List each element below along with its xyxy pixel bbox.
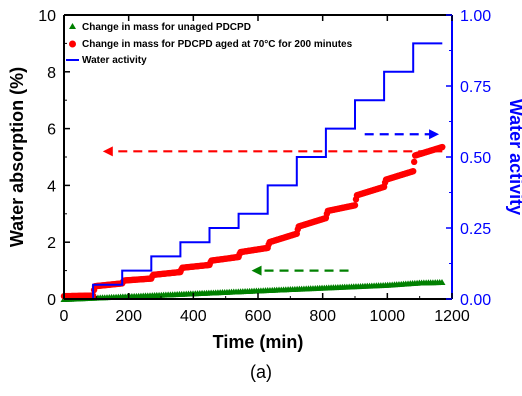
y2-tick-label: 1.00 bbox=[460, 8, 491, 25]
legend-circle-marker bbox=[69, 40, 76, 48]
x-axis-title: Time (min) bbox=[213, 332, 304, 352]
legend-entry-unaged: Change in mass for unaged PDCPD bbox=[69, 22, 251, 33]
arrow-head bbox=[429, 129, 440, 140]
legend-label-aged: Change in mass for PDCPD aged at 70°C fo… bbox=[82, 39, 353, 50]
water-activity-line bbox=[64, 42, 443, 300]
y2-tick-label: 0.25 bbox=[460, 221, 491, 238]
arrow-head bbox=[102, 146, 113, 157]
dashed-arrow-1 bbox=[251, 265, 349, 276]
legend-entry-aged: Change in mass for PDCPD aged at 70°C fo… bbox=[69, 39, 353, 50]
x-tick-label: 200 bbox=[115, 308, 142, 325]
dashed-arrow-2 bbox=[364, 129, 440, 140]
x-tick-label: 800 bbox=[309, 308, 336, 325]
aged-point bbox=[439, 143, 446, 151]
y-tick-label: 10 bbox=[38, 8, 56, 25]
y-tick-label: 6 bbox=[47, 122, 56, 139]
aged-point bbox=[410, 158, 418, 166]
series-aged bbox=[60, 143, 446, 300]
legend: Change in mass for unaged PDCPD Change i… bbox=[66, 22, 353, 66]
x-tick-label: 1200 bbox=[434, 308, 470, 325]
y2-tick-label: 0.00 bbox=[460, 292, 491, 309]
y2-tick-label: 0.75 bbox=[460, 79, 491, 96]
unaged-point bbox=[438, 278, 446, 285]
aged-point bbox=[410, 168, 417, 175]
legend-triangle-marker bbox=[69, 23, 76, 29]
dashed-arrow-0 bbox=[102, 146, 443, 157]
y-axis-title: Water absorption (%) bbox=[7, 67, 27, 247]
aged-point bbox=[351, 202, 359, 209]
x-tick-label: 1000 bbox=[370, 308, 406, 325]
figure-caption: (a) bbox=[250, 362, 272, 382]
x-tick-label: 600 bbox=[245, 308, 272, 325]
legend-label-activity: Water activity bbox=[82, 55, 147, 66]
y-tick-label: 4 bbox=[47, 178, 56, 195]
y2-tick-label: 0.50 bbox=[460, 150, 491, 167]
y-tick-label: 2 bbox=[47, 235, 56, 252]
x-tick-label: 0 bbox=[60, 308, 69, 325]
legend-label-unaged: Change in mass for unaged PDCPD bbox=[82, 22, 251, 33]
y-tick-label: 0 bbox=[47, 292, 56, 309]
arrow-head bbox=[251, 265, 262, 276]
legend-entry-activity: Water activity bbox=[66, 55, 147, 66]
y2-axis-title: Water activity bbox=[506, 99, 522, 215]
x-tick-label: 400 bbox=[180, 308, 207, 325]
y-tick-label: 8 bbox=[47, 65, 56, 82]
ticks-layer: 0 200 400 600 800 1000 1200 0 2 4 6 8 10 0.00 0.25 0.50… bbox=[38, 8, 491, 325]
